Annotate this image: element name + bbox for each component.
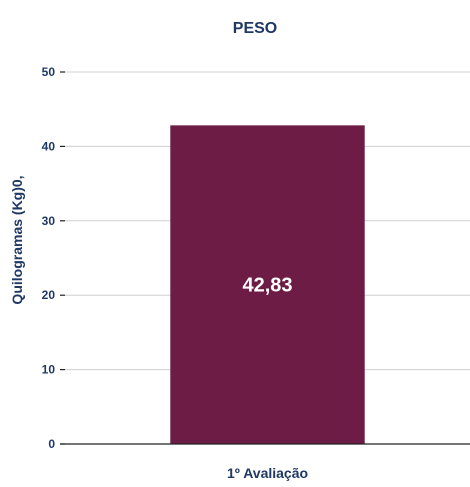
- y-tick-label: 0: [48, 437, 55, 451]
- y-ticks: 0 10 20 30 40 50: [42, 65, 65, 451]
- x-category-label: 1º Avaliação: [227, 465, 308, 481]
- y-tick-label: 10: [42, 363, 56, 377]
- y-tick-label: 30: [42, 214, 56, 228]
- y-tick-label: 20: [42, 288, 56, 302]
- y-axis-label: Quilogramas (Kg)0,: [9, 175, 25, 304]
- bar: [170, 125, 365, 445]
- x-categories: 1º Avaliação: [227, 465, 308, 481]
- bars: 42,83: [170, 125, 365, 445]
- y-tick-label: 50: [42, 65, 56, 79]
- chart-title: PESO: [233, 20, 277, 37]
- bar-data-label: 42,83: [242, 275, 292, 297]
- y-tick-label: 40: [42, 139, 56, 153]
